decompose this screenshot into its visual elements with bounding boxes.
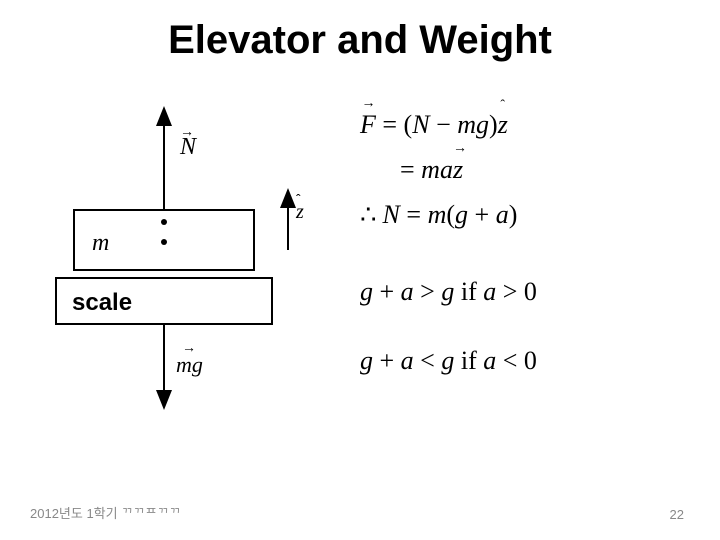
z-vector-2: →z [453,150,463,189]
lt0-c2: < 0 [496,346,537,375]
ma-symbol: ma [421,155,453,184]
diagram-svg: {} N → m scale mg → z ˆ [30,100,330,430]
free-body-diagram: {} N → m scale mg → z ˆ [30,100,330,430]
a2-c1: a [483,277,496,306]
f-vector: → F [360,105,376,144]
eq-line-1: → F = (N − mg)ˆz [360,105,700,144]
plus-c1: + [373,277,401,306]
eq-line-2: = ma→z [360,150,700,189]
eq-text: = ( [376,110,412,139]
a-symbol: a [496,200,509,229]
equations-block: → F = (N − mg)ˆz = ma→z ∴N = m(g + a) g … [360,105,700,386]
z-hat-1: ˆz [498,105,508,144]
equals-sign: = [400,155,421,184]
f-symbol: F [360,110,376,139]
z-symbol-2: z [453,155,463,184]
therefore-symbol: ∴ [360,200,383,229]
lt-c2: < [414,346,442,375]
mass-label: m [92,230,109,256]
a2-c2: a [483,346,496,375]
close-paren: ) [489,110,498,139]
a-symbol-c1: a [401,277,414,306]
hat-icon: ˆ [498,95,508,116]
eq-case-2: g + a < g if a < 0 [360,341,700,380]
scale-label: scale [72,289,132,316]
m-symbol: m [428,200,447,229]
equals-sign-2: = [400,200,428,229]
mg-vector-label: mg [176,352,203,377]
z-hat-caret: ˆ [296,191,301,207]
close-paren-2: ) [509,200,518,229]
g2-c2: g [441,346,454,375]
g-symbol-c2: g [360,346,373,375]
page-number: 22 [670,507,684,522]
eq-case-1: g + a > g if a > 0 [360,272,700,311]
mg-vector-arrow-over: → [182,339,196,355]
if-c2: if [454,346,483,375]
open-paren: ( [446,200,455,229]
minus-sign: − [430,110,458,139]
g-symbol-c1: g [360,277,373,306]
eq-line-3: ∴N = m(g + a) [360,195,700,234]
n-symbol: N [412,110,429,139]
g2-c1: g [441,277,454,306]
plus-c2: + [373,346,401,375]
footer-left: 2012년도 1학기 ᄁᄁᄑᄁᄁ [30,503,181,522]
vector-arrow-icon: → [453,138,463,159]
if-c1: if [454,277,483,306]
slide-title: Elevator and Weight [0,18,720,63]
n-vector-arrow-over: → [180,123,194,139]
plus-sign: + [468,200,496,229]
g-symbol: g [455,200,468,229]
dot-upper [161,219,167,225]
mg-symbol: mg [457,110,489,139]
dot-lower [161,239,167,245]
n-symbol-2: N [383,200,400,229]
gt-c1: > [414,277,442,306]
a-symbol-c2: a [401,346,414,375]
vector-arrow-icon: → [360,93,376,114]
gt0-c1: > 0 [496,277,537,306]
